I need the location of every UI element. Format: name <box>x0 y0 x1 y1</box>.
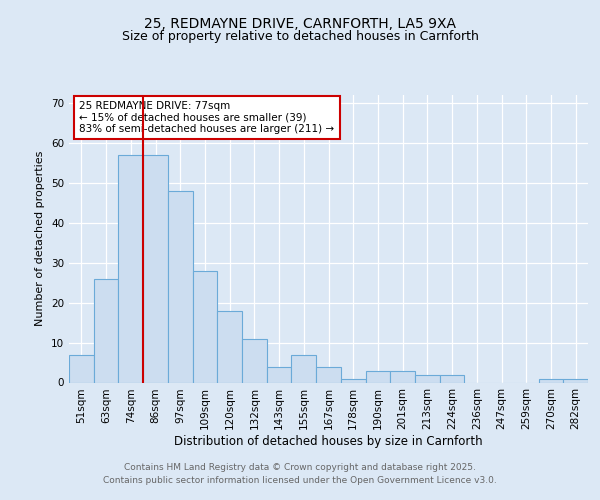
Bar <box>365 370 390 382</box>
Bar <box>292 354 316 382</box>
Bar <box>415 374 440 382</box>
Bar <box>143 155 168 382</box>
X-axis label: Distribution of detached houses by size in Carnforth: Distribution of detached houses by size … <box>174 435 483 448</box>
Bar <box>118 155 143 382</box>
Bar <box>563 378 588 382</box>
Text: Contains public sector information licensed under the Open Government Licence v3: Contains public sector information licen… <box>103 476 497 485</box>
Bar <box>539 378 563 382</box>
Bar <box>390 370 415 382</box>
Bar <box>217 310 242 382</box>
Y-axis label: Number of detached properties: Number of detached properties <box>35 151 46 326</box>
Text: Contains HM Land Registry data © Crown copyright and database right 2025.: Contains HM Land Registry data © Crown c… <box>124 464 476 472</box>
Bar <box>242 338 267 382</box>
Bar <box>168 191 193 382</box>
Bar <box>440 374 464 382</box>
Text: Size of property relative to detached houses in Carnforth: Size of property relative to detached ho… <box>122 30 478 43</box>
Bar <box>69 354 94 382</box>
Bar <box>267 366 292 382</box>
Text: 25, REDMAYNE DRIVE, CARNFORTH, LA5 9XA: 25, REDMAYNE DRIVE, CARNFORTH, LA5 9XA <box>144 18 456 32</box>
Text: 25 REDMAYNE DRIVE: 77sqm
← 15% of detached houses are smaller (39)
83% of semi-d: 25 REDMAYNE DRIVE: 77sqm ← 15% of detach… <box>79 101 335 134</box>
Bar <box>94 278 118 382</box>
Bar <box>341 378 365 382</box>
Bar <box>193 270 217 382</box>
Bar <box>316 366 341 382</box>
